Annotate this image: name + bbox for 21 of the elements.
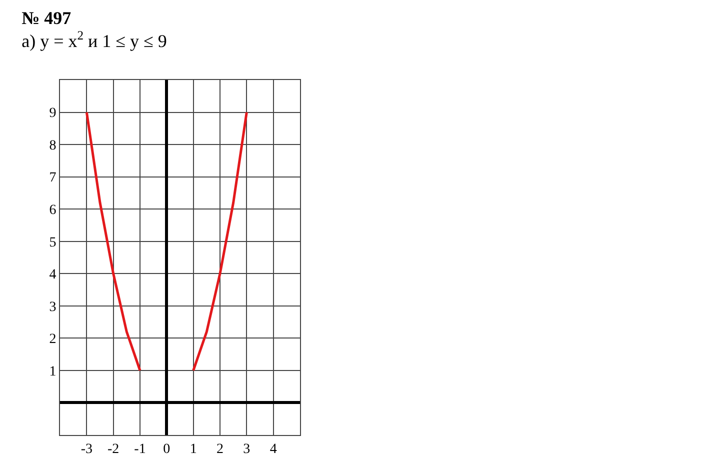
x-tick-label: 1 — [190, 442, 197, 457]
y-tick-label: 9 — [49, 106, 56, 122]
x-tick-label: -2 — [107, 442, 120, 457]
chart-title: № 497 — [22, 8, 72, 28]
x-tick-label: -3 — [80, 442, 93, 457]
y-tick-label: 2 — [49, 332, 56, 348]
line-series — [192, 111, 248, 372]
y-tick-label: 3 — [49, 300, 56, 315]
y-tick-label: 5 — [49, 235, 56, 250]
x-tick-label: -1 — [134, 442, 146, 457]
y-tick-label: 1 — [49, 364, 56, 380]
y-tick-label: 6 — [49, 202, 56, 218]
chart-subtitle: а) y = x$^{2}$ и 1 ≤ y ≤ 9 — [22, 28, 167, 52]
y-tick-label: 7 — [49, 170, 56, 186]
x-tick-label: 3 — [243, 442, 250, 457]
line-series — [85, 111, 142, 372]
x-tick-label: 2 — [216, 442, 224, 457]
x-tick-label: 0 — [163, 442, 170, 457]
y-tick-label: 8 — [49, 138, 56, 154]
x-tick-label: 4 — [270, 442, 277, 457]
y-tick-label: 4 — [49, 268, 56, 283]
